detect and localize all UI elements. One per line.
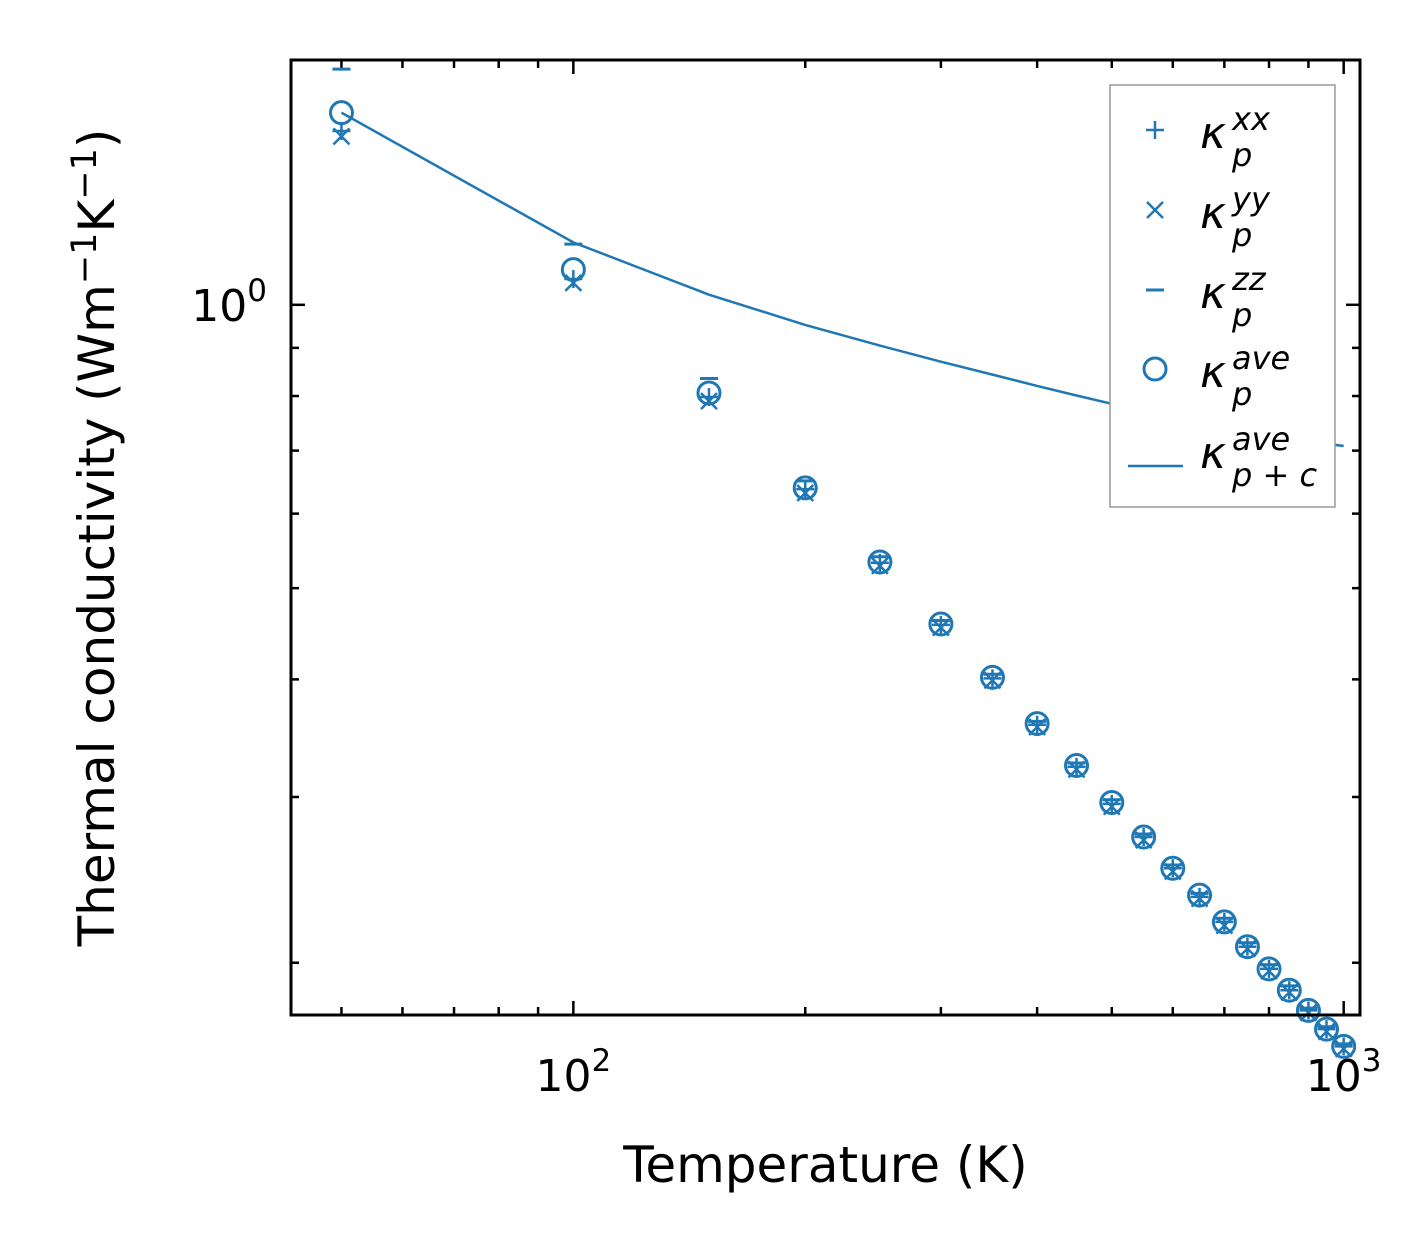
data-point-kave xyxy=(1024,711,1050,737)
legend-entry: κ yy p xyxy=(1146,180,1271,254)
x-tick-base: 10 xyxy=(535,1051,591,1102)
legend-label: κ ave p xyxy=(1200,339,1290,413)
legend-sub: p xyxy=(1231,136,1252,174)
data-point-kxx xyxy=(1028,715,1047,734)
data-point-kave xyxy=(328,100,354,126)
major-ticks xyxy=(291,60,1360,1015)
data-point-kxx xyxy=(1299,1001,1318,1020)
data-point-kave xyxy=(1187,882,1213,908)
data-point-kave xyxy=(1211,909,1237,935)
legend-marker-circle xyxy=(1142,356,1168,382)
legend-box xyxy=(1109,84,1336,508)
legend-sup: ave xyxy=(1232,339,1290,377)
x-stroke xyxy=(1146,201,1164,219)
data-point-kxx xyxy=(1317,1020,1336,1039)
y-label-sup-1: −1 xyxy=(65,233,105,285)
legend-marker-x xyxy=(1146,201,1164,219)
data-point-kxx xyxy=(1280,981,1299,1000)
data-point-kave xyxy=(979,664,1005,690)
legend-entry: κ ave p xyxy=(1142,339,1290,413)
data-point-kyy xyxy=(700,392,718,411)
legend-kappa: κ xyxy=(1200,188,1226,239)
x-tick-label: 102 xyxy=(535,1043,611,1102)
data-point-kave xyxy=(1276,977,1302,1003)
data-point-kave xyxy=(1160,855,1186,881)
x-tick-base: 10 xyxy=(1306,1051,1362,1102)
legend-label: κ yy p xyxy=(1200,180,1271,254)
y-tick-base: 10 xyxy=(191,281,247,332)
data-point-kxx xyxy=(1102,794,1121,813)
legend-kappa: κ xyxy=(1200,428,1226,479)
legend-label: κ zz p xyxy=(1200,260,1267,334)
legend-sub: p xyxy=(1231,296,1252,334)
y-label-end: ) xyxy=(68,129,126,149)
data-point-kave xyxy=(1234,934,1260,960)
legend-sub: p xyxy=(1231,216,1252,254)
y-tick-exp: 0 xyxy=(247,273,267,309)
legend-kappa: κ xyxy=(1200,268,1226,319)
legend-sup: ave xyxy=(1232,420,1290,458)
data-point-kave xyxy=(1256,956,1282,982)
data-point-kxx xyxy=(931,615,950,634)
legend-kappa: κ xyxy=(1200,108,1226,159)
legend-label: κ ave p + c xyxy=(1200,420,1317,494)
data-point-kave xyxy=(1064,753,1090,779)
x-tick-exp: 3 xyxy=(1362,1043,1382,1079)
legend-label: κ xx p xyxy=(1200,100,1271,174)
data-point-kxx xyxy=(983,669,1002,688)
legend-kappa: κ xyxy=(1200,347,1226,398)
data-point-kave xyxy=(1295,997,1321,1023)
data-point-kave xyxy=(1331,1033,1357,1059)
y-label-sup-2: −1 xyxy=(65,148,105,200)
legend-entry: κ xx p xyxy=(1146,100,1271,174)
x-tick-exp: 2 xyxy=(591,1043,611,1079)
x-tick-label: 103 xyxy=(1306,1043,1382,1102)
data-point-kave xyxy=(1099,789,1125,815)
data-point-kxx xyxy=(1163,859,1182,878)
data-point-kave xyxy=(560,257,586,283)
y-tick-label: 100 xyxy=(191,273,267,332)
legend-sup: yy xyxy=(1231,180,1271,218)
x-stroke xyxy=(332,127,351,146)
legend-entry: κ zz p xyxy=(1146,260,1267,334)
series-kzz xyxy=(332,67,1353,1046)
data-point-kave xyxy=(867,549,893,575)
data-point-kyy xyxy=(332,127,351,146)
legend-sup: zz xyxy=(1231,260,1267,298)
series-kave xyxy=(328,100,1357,1059)
x-stroke xyxy=(700,392,718,411)
legend-entry: κ ave p + c xyxy=(1128,420,1317,494)
legend-sub: p xyxy=(1231,375,1252,413)
data-point-kave xyxy=(792,475,818,501)
data-point-kxx xyxy=(1260,959,1279,978)
y-label-mid: K xyxy=(68,199,126,233)
plot-frame xyxy=(289,58,1362,1017)
data-point-kxx xyxy=(1134,828,1153,847)
data-point-kxx xyxy=(1334,1037,1353,1056)
legend: κ xx pκ yy pκ zz pκ ave pκ ave p + c xyxy=(1109,84,1336,508)
legend-marker-plus xyxy=(1146,121,1164,139)
data-point-kave xyxy=(1131,824,1157,850)
data-point-kave xyxy=(1314,1016,1340,1042)
legend-sub: p + c xyxy=(1231,456,1317,494)
y-label-main: Thermal conductivity (Wm xyxy=(68,284,126,947)
data-point-kave xyxy=(928,611,954,637)
data-point-kxx xyxy=(1238,937,1257,956)
data-point-kxx xyxy=(1067,757,1086,776)
legend-sup: xx xyxy=(1231,100,1271,138)
y-axis-label: Thermal conductivity (Wm−1K−1) xyxy=(65,129,126,948)
x-axis-label: Temperature (K) xyxy=(622,1136,1027,1194)
data-point-kxx xyxy=(796,480,815,499)
data-point-kxx xyxy=(1215,912,1234,931)
data-point-kave xyxy=(696,380,722,406)
